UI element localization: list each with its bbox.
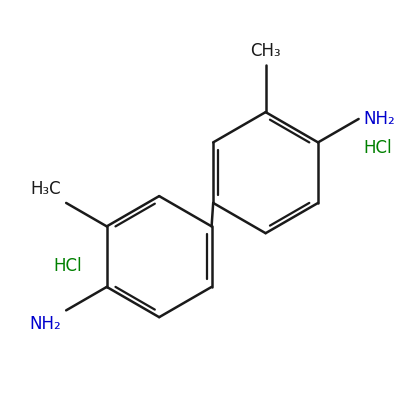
Text: NH₂: NH₂	[30, 315, 61, 333]
Text: NH₂: NH₂	[364, 110, 395, 128]
Text: H₃C: H₃C	[31, 180, 61, 198]
Text: HCl: HCl	[364, 139, 392, 157]
Text: HCl: HCl	[54, 258, 82, 276]
Text: CH₃: CH₃	[250, 42, 281, 60]
